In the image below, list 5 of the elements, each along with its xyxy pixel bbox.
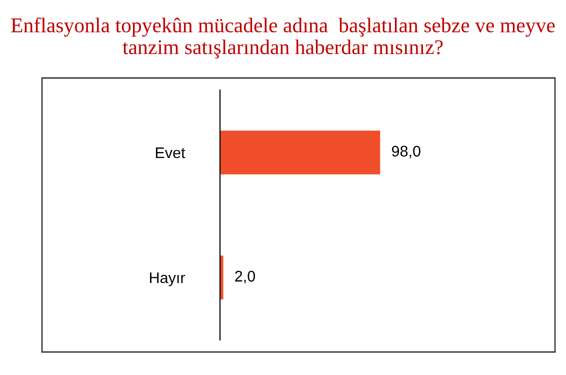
- y-tick-label: Evet: [156, 148, 186, 158]
- data-label: 98,0: [392, 146, 420, 158]
- y-tick-label: Hayır: [150, 272, 186, 286]
- chart-title: Enflasyonla topyekûn mücadele adına başlatılan sebze ve meyve tanzim satışlarından haberdar mısınız?: [11, 18, 555, 58]
- data-label: 2,0: [235, 270, 256, 284]
